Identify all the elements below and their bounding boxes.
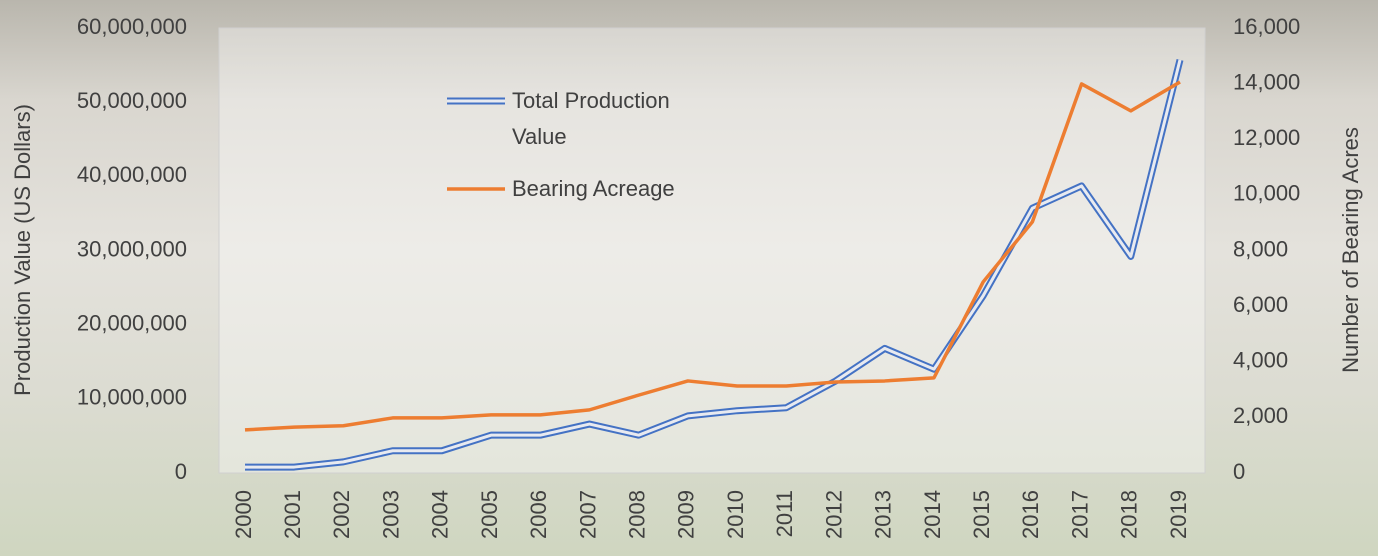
y-tick-label: 0 xyxy=(175,459,187,484)
y-tick-label: 40,000,000 xyxy=(77,162,187,187)
x-tick-label: 2008 xyxy=(624,490,649,539)
y2-tick-label: 6,000 xyxy=(1233,292,1288,317)
y2-axis-title: Number of Bearing Acres xyxy=(1338,127,1363,373)
y-tick-label: 20,000,000 xyxy=(77,310,187,335)
x-tick-label: 2007 xyxy=(575,490,600,539)
x-tick-label: 2005 xyxy=(477,490,502,539)
x-tick-label: 2006 xyxy=(526,490,551,539)
x-tick-label: 2017 xyxy=(1067,490,1092,539)
x-tick-label: 2000 xyxy=(231,490,256,539)
legend-label: Bearing Acreage xyxy=(512,171,727,207)
y-axis-title: Production Value (US Dollars) xyxy=(10,104,35,396)
x-tick-label: 2002 xyxy=(329,490,354,539)
y2-tick-label: 2,000 xyxy=(1233,403,1288,428)
x-tick-label: 2003 xyxy=(378,490,403,539)
y-tick-label: 60,000,000 xyxy=(77,14,187,39)
x-tick-label: 2009 xyxy=(674,490,699,539)
y2-tick-label: 4,000 xyxy=(1233,348,1288,373)
x-tick-label: 2014 xyxy=(920,490,945,539)
y2-tick-label: 14,000 xyxy=(1233,69,1300,94)
x-tick-label: 2018 xyxy=(1117,490,1142,539)
x-tick-label: 2016 xyxy=(1018,490,1043,539)
y2-tick-label: 10,000 xyxy=(1233,181,1300,206)
x-tick-label: 2013 xyxy=(871,490,896,539)
y2-tick-label: 16,000 xyxy=(1233,14,1300,39)
y-tick-label: 10,000,000 xyxy=(77,385,187,410)
x-tick-label: 2004 xyxy=(428,490,453,539)
y-tick-label: 30,000,000 xyxy=(77,236,187,261)
chart-area: Production Value (US Dollars) Number of … xyxy=(0,0,1378,556)
y-tick-label: 50,000,000 xyxy=(77,88,187,113)
x-tick-label: 2012 xyxy=(821,490,846,539)
legend-label: Total Production Value xyxy=(512,83,727,155)
x-tick-label: 2019 xyxy=(1166,490,1191,539)
y2-tick-label: 8,000 xyxy=(1233,236,1288,261)
y2-tick-label: 0 xyxy=(1233,459,1245,484)
y2-tick-label: 12,000 xyxy=(1233,125,1300,150)
x-tick-label: 2010 xyxy=(723,490,748,539)
x-tick-label: 2001 xyxy=(280,490,305,539)
x-tick-label: 2011 xyxy=(772,490,797,537)
x-tick-label: 2015 xyxy=(969,490,994,539)
